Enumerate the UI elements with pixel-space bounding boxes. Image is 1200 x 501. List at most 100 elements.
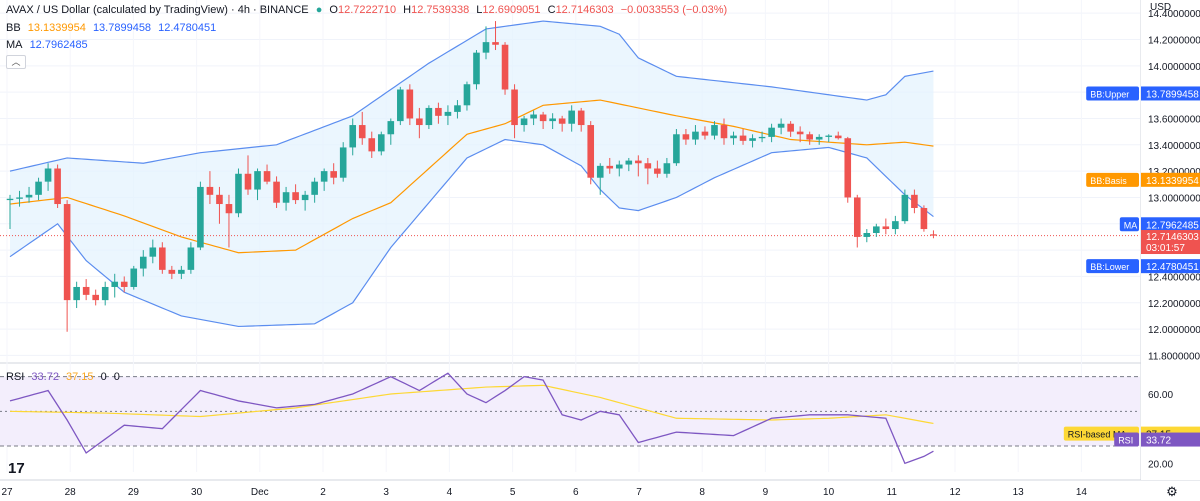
time-tick-label: 13 <box>1013 487 1025 498</box>
candle-body <box>863 232 871 237</box>
bb-basis-tag-value-bg <box>1141 172 1200 187</box>
candle <box>739 129 747 145</box>
chevron-up-icon[interactable]: ︿ <box>6 55 26 69</box>
candle <box>635 155 642 177</box>
candle-body <box>644 163 652 169</box>
candle <box>139 250 147 277</box>
candle <box>435 102 442 124</box>
time-tick-label: 14 <box>1076 487 1088 498</box>
candle-body <box>73 286 80 301</box>
candle <box>701 126 709 140</box>
candle <box>330 163 337 185</box>
ohlc-close: 12.7146303 <box>555 4 614 16</box>
candle-body <box>663 163 671 174</box>
ohlc-low-label: L <box>476 4 483 16</box>
rsi-ma-legend-value: 37.15 <box>66 371 94 383</box>
time-tick-label: 3 <box>383 487 389 498</box>
candle <box>368 131 376 158</box>
candle-body <box>273 181 280 203</box>
candle-body <box>635 160 642 164</box>
symbol-title: AVAX / US Dollar (calculated by TradingV… <box>6 4 309 16</box>
bb-upper-value: 13.7899458 <box>92 22 152 34</box>
candle-body <box>749 138 756 141</box>
rsi-extra-2: 0 <box>113 371 120 383</box>
candle-body <box>349 125 357 148</box>
symbol-header: AVAX / US Dollar (calculated by TradingV… <box>6 4 731 16</box>
candle-body <box>587 125 595 178</box>
rsi-legend-value: 33.72 <box>31 371 59 383</box>
candle <box>44 163 52 191</box>
candle-body <box>673 134 680 164</box>
candle-body <box>796 131 804 135</box>
candle-body <box>187 247 195 270</box>
candle-body <box>625 160 633 165</box>
candle <box>844 136 852 203</box>
candle-body <box>387 121 395 135</box>
candle-body <box>292 192 299 201</box>
ma-legend[interactable]: MA 12.7962485 <box>6 39 92 51</box>
time-tick-label: 7 <box>636 487 642 498</box>
candle-body <box>549 118 556 122</box>
ohlc-open: 12.7222710 <box>337 4 397 16</box>
candle-body <box>825 135 833 137</box>
ma-legend-value: 12.7962485 <box>29 39 88 51</box>
candle <box>692 125 699 145</box>
bb-basis-value: 13.1339954 <box>27 22 86 34</box>
candle <box>911 189 918 214</box>
candle <box>853 194 861 248</box>
candle-body <box>35 181 42 195</box>
candle-body <box>120 281 128 287</box>
candle <box>168 265 176 280</box>
bb-basis-line <box>9 99 934 254</box>
currency-label: USD <box>1150 2 1171 13</box>
candle-body <box>82 286 90 295</box>
time-tick-label: 29 <box>128 487 140 498</box>
candle <box>501 42 509 95</box>
gear-icon[interactable]: ⚙ <box>1166 484 1178 499</box>
candle-body <box>520 118 528 126</box>
candle <box>539 111 547 130</box>
candle <box>377 131 385 156</box>
candle-body <box>311 181 318 195</box>
candle <box>187 242 195 274</box>
candle <box>6 194 14 230</box>
candle <box>301 190 309 211</box>
bb-basis-tag: BB:Basis 13.1339954 <box>1086 172 1200 187</box>
tradingview-logo[interactable]: 17 <box>8 460 25 477</box>
candle-body <box>463 84 471 106</box>
candle-body <box>844 138 852 198</box>
candle <box>873 223 880 237</box>
candle-body <box>901 194 909 222</box>
ohlc-close-label: C <box>547 4 556 16</box>
ma-tag-label: MA <box>1124 220 1138 230</box>
candle-body <box>654 168 661 174</box>
time-tick-label: 2 <box>320 487 326 498</box>
price-tick-label: 13.4000000 <box>1148 141 1200 152</box>
candle-body <box>701 131 709 136</box>
candle <box>577 107 585 132</box>
countdown-value: 03:01:57 <box>1146 243 1185 254</box>
candle-body <box>444 111 452 116</box>
candle-body <box>539 114 547 122</box>
price-tick-label: 12.2000000 <box>1148 299 1200 310</box>
rsi-ma-tag-label: RSI-based MA <box>1068 430 1127 440</box>
rsi-legend[interactable]: RSI 33.72 37.15 0 0 <box>6 371 124 383</box>
candle-body <box>139 256 147 269</box>
time-tick-label: 30 <box>191 487 203 498</box>
candle-body <box>44 168 52 182</box>
time-tick-label: 6 <box>573 487 579 498</box>
bb-upper-tag-value-bg <box>1141 86 1200 101</box>
candle <box>787 121 794 137</box>
bb-legend[interactable]: BB 13.1339954 13.7899458 12.4780451 <box>6 22 220 34</box>
bb-basis-tag-value: 13.1339954 <box>1146 176 1199 187</box>
candle-body <box>101 286 109 301</box>
candle <box>654 160 661 178</box>
price-tick-label: 13.0000000 <box>1148 193 1200 204</box>
bb-lower-value: 12.4780451 <box>158 22 217 34</box>
candle <box>520 115 528 132</box>
candle-body <box>6 198 14 201</box>
candle <box>492 21 499 51</box>
candle <box>387 118 395 145</box>
ohlc-high: 12.7539338 <box>411 4 470 16</box>
